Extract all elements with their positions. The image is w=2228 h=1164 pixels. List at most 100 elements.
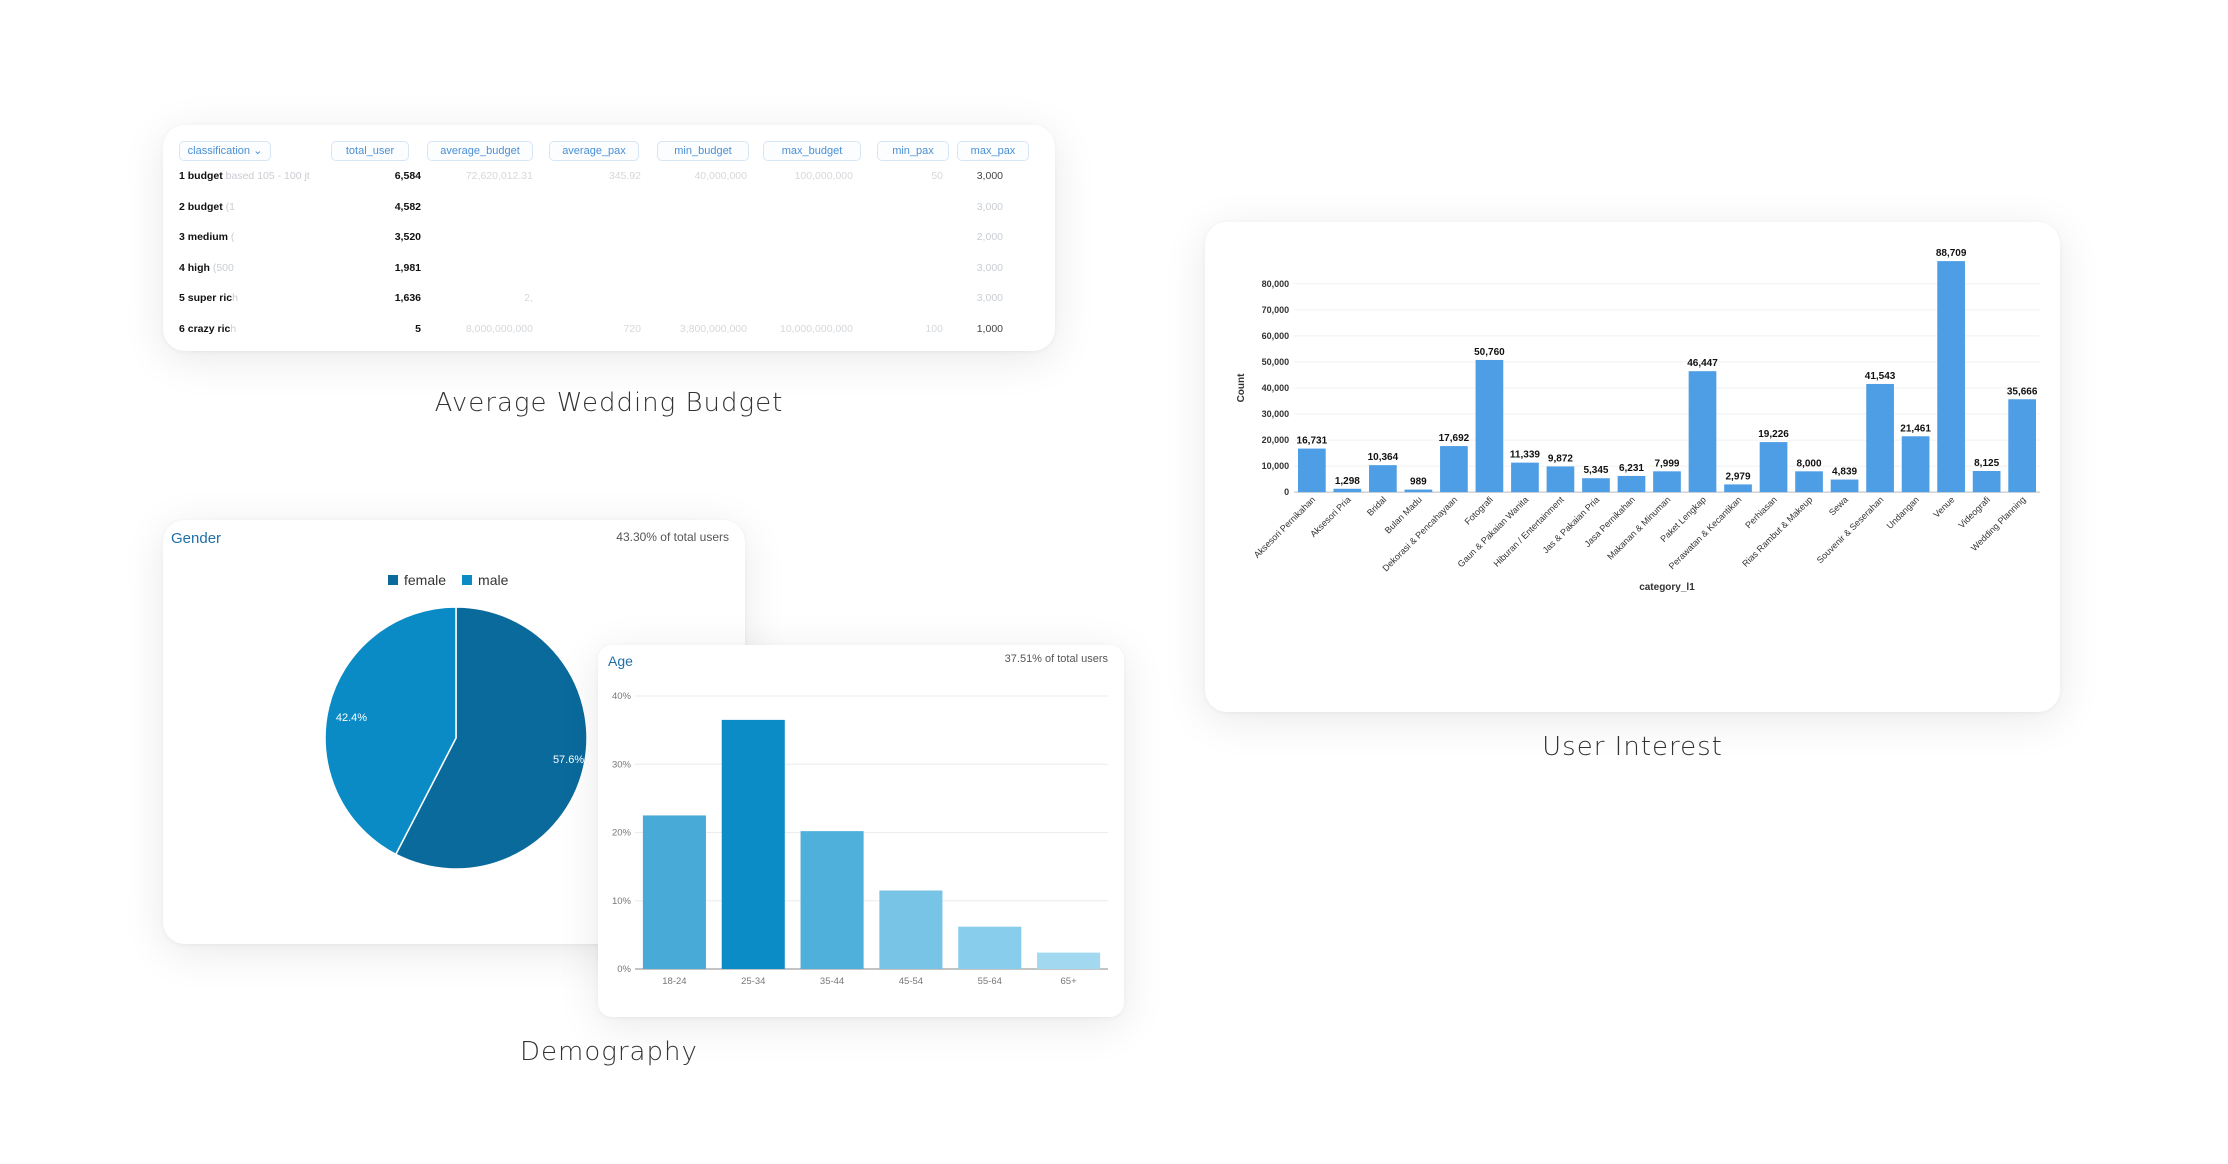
pie-slice-female[interactable] bbox=[394, 606, 588, 870]
interest-ytick-label: 60,000 bbox=[1262, 331, 1290, 341]
interest-bar[interactable] bbox=[1830, 479, 1859, 493]
interest-xtick-label: Hiburan / Entertainment bbox=[1492, 494, 1567, 569]
legend-item-female: female bbox=[388, 572, 446, 588]
cell-classification: 1 budget based 105 - 100 jt bbox=[179, 167, 319, 185]
gender-legend: female male bbox=[388, 572, 508, 588]
interest-bar[interactable] bbox=[1937, 261, 1965, 493]
interest-bar[interactable] bbox=[1759, 442, 1788, 493]
column-header-min-pax[interactable]: min_pax bbox=[877, 141, 949, 161]
cell-total-user: 1,636 bbox=[394, 292, 421, 304]
interest-value-label: 41,543 bbox=[1865, 371, 1896, 382]
interest-xtick-label: Videografi bbox=[1956, 494, 1992, 530]
interest-xtick-label: Gaun & Pakaian Wanita bbox=[1456, 494, 1531, 569]
cell-max-pax: 3,000 bbox=[976, 170, 1003, 182]
cell-total-user: 1,981 bbox=[394, 261, 421, 274]
interest-bar[interactable] bbox=[1511, 462, 1539, 493]
cell-min-pax: 100 bbox=[925, 322, 943, 335]
column-header-max-pax[interactable]: max_pax bbox=[957, 141, 1029, 161]
interest-bar[interactable] bbox=[1404, 489, 1433, 493]
interest-bar[interactable] bbox=[1724, 484, 1752, 493]
user-interest-card: 0 10,000 20,000 30,000 40,000 50,000 60,000 70,… bbox=[1205, 222, 2060, 712]
interest-value-label: 8,000 bbox=[1797, 458, 1822, 469]
column-header-classification[interactable]: classification ⌄ bbox=[179, 141, 271, 161]
interest-xtick-label: Sewa bbox=[1827, 494, 1850, 517]
table-row: 4 high (500 1,981 3,000 bbox=[163, 259, 1055, 277]
cell-classification-text: 6 crazy ric bbox=[179, 322, 231, 335]
interest-xtick-label: Venue bbox=[1931, 494, 1956, 519]
age-bar-55-64[interactable] bbox=[958, 926, 1022, 969]
cell-classification-text: 2 budget bbox=[179, 200, 223, 213]
age-ytick-label: 40% bbox=[612, 691, 632, 702]
interest-bar[interactable] bbox=[1475, 359, 1504, 493]
age-bar-25-34[interactable] bbox=[721, 719, 785, 969]
table-header: classification ⌄ total_user average_budg… bbox=[163, 141, 1055, 161]
cell-max-pax: 3,000 bbox=[976, 261, 1003, 274]
interest-ytick-label: 40,000 bbox=[1262, 383, 1290, 393]
interest-xtick-label: Souvenir & Seserahan bbox=[1815, 494, 1886, 565]
cell-max-budget: 100,000,000 bbox=[794, 170, 853, 182]
interest-bar[interactable] bbox=[1369, 465, 1397, 493]
interest-ytick-label: 20,000 bbox=[1262, 435, 1290, 445]
column-header-max-budget[interactable]: max_budget bbox=[763, 141, 861, 161]
interest-bar[interactable] bbox=[1653, 471, 1681, 493]
cell-max-pax: 3,000 bbox=[976, 292, 1003, 304]
interest-value-label: 5,345 bbox=[1583, 465, 1608, 476]
interest-bar[interactable] bbox=[1440, 446, 1468, 493]
gender-title: Gender bbox=[171, 530, 222, 547]
interest-value-label: 6,231 bbox=[1619, 463, 1644, 474]
cell-classification: 6 crazy rich bbox=[179, 320, 319, 338]
interest-bar[interactable] bbox=[1972, 470, 2001, 493]
interest-bar[interactable] bbox=[1298, 448, 1326, 493]
age-bar-35-44[interactable] bbox=[800, 831, 864, 969]
interest-value-label: 17,692 bbox=[1439, 433, 1470, 444]
age-ytick-label: 10% bbox=[612, 896, 632, 907]
age-ytick-label: 20% bbox=[612, 828, 632, 839]
interest-value-label: 21,461 bbox=[1900, 423, 1931, 434]
interest-bar[interactable] bbox=[1688, 371, 1717, 493]
pie-slice-male[interactable] bbox=[324, 606, 457, 856]
interest-xtick-label: Perawatan & Kecantikan bbox=[1667, 494, 1744, 571]
cell-average-budget: 8,000,000,000 bbox=[465, 322, 533, 335]
age-bar-18-24[interactable] bbox=[642, 815, 706, 969]
interest-xtick-label: Dekorasi & Pencahayaan bbox=[1380, 494, 1459, 573]
age-bar-45-54[interactable] bbox=[879, 890, 943, 969]
interest-bar[interactable] bbox=[1617, 475, 1646, 493]
interest-bar[interactable] bbox=[2008, 399, 2036, 493]
cell-min-budget: 3,800,000,000 bbox=[679, 322, 747, 335]
table-row: 2 budget (1 4,582 3,000 bbox=[163, 198, 1055, 216]
age-bar-chart: 0% 10% 20% 30% 40% 18-24 25-34 35-44 45-54 55-64 6… bbox=[612, 691, 1108, 987]
age-bar-65+[interactable] bbox=[1037, 952, 1101, 969]
cell-average-pax: 720 bbox=[623, 322, 641, 335]
interest-bar[interactable] bbox=[1333, 488, 1362, 493]
column-header-total-user[interactable]: total_user bbox=[331, 141, 409, 161]
interest-bar[interactable] bbox=[1866, 383, 1894, 493]
age-xtick-label: 65+ bbox=[1061, 976, 1078, 987]
pie-label-female: 57.6% bbox=[553, 754, 584, 766]
interest-bar[interactable] bbox=[1582, 478, 1610, 493]
interest-y-axis-label: Count bbox=[1236, 373, 1247, 403]
cell-classification-faded-text: based 105 - 100 jt bbox=[222, 170, 310, 182]
cell-classification-faded-text: h bbox=[232, 292, 238, 304]
interest-xtick-label: Perhiasan bbox=[1743, 494, 1779, 530]
cell-min-pax: 50 bbox=[931, 170, 943, 182]
cell-classification-faded-text: (1 bbox=[222, 200, 236, 213]
interest-value-label: 35,666 bbox=[2007, 386, 2038, 397]
interest-bar[interactable] bbox=[1795, 471, 1823, 493]
column-header-min-budget[interactable]: min_budget bbox=[657, 141, 749, 161]
cell-average-budget: 72,620,012.31 bbox=[465, 170, 533, 182]
cell-max-pax: 3,000 bbox=[976, 200, 1003, 213]
column-header-average-pax[interactable]: average_pax bbox=[549, 141, 639, 161]
column-header-average-budget[interactable]: average_budget bbox=[427, 141, 533, 161]
cell-classification: 4 high (500 bbox=[179, 259, 319, 277]
interest-xtick-label: Rias Rambut & Makeup bbox=[1740, 494, 1814, 568]
cell-max-pax: 2,000 bbox=[976, 231, 1003, 243]
age-card: Age 37.51% of total users 0% 10% 20% 30% 40%… bbox=[598, 645, 1124, 1017]
age-xtick-label: 45-54 bbox=[899, 976, 923, 987]
interest-bar[interactable] bbox=[1546, 466, 1575, 493]
legend-item-male: male bbox=[462, 572, 508, 588]
cell-classification-faded-text: (500 bbox=[209, 261, 234, 274]
interest-bar[interactable] bbox=[1901, 436, 1930, 493]
table-row: 3 medium (3,520 2,000 bbox=[163, 228, 1055, 246]
table-row: 1 budget based 105 - 100 jt 6,584 72,620,0… bbox=[163, 167, 1055, 185]
age-ytick-label: 30% bbox=[612, 759, 632, 770]
